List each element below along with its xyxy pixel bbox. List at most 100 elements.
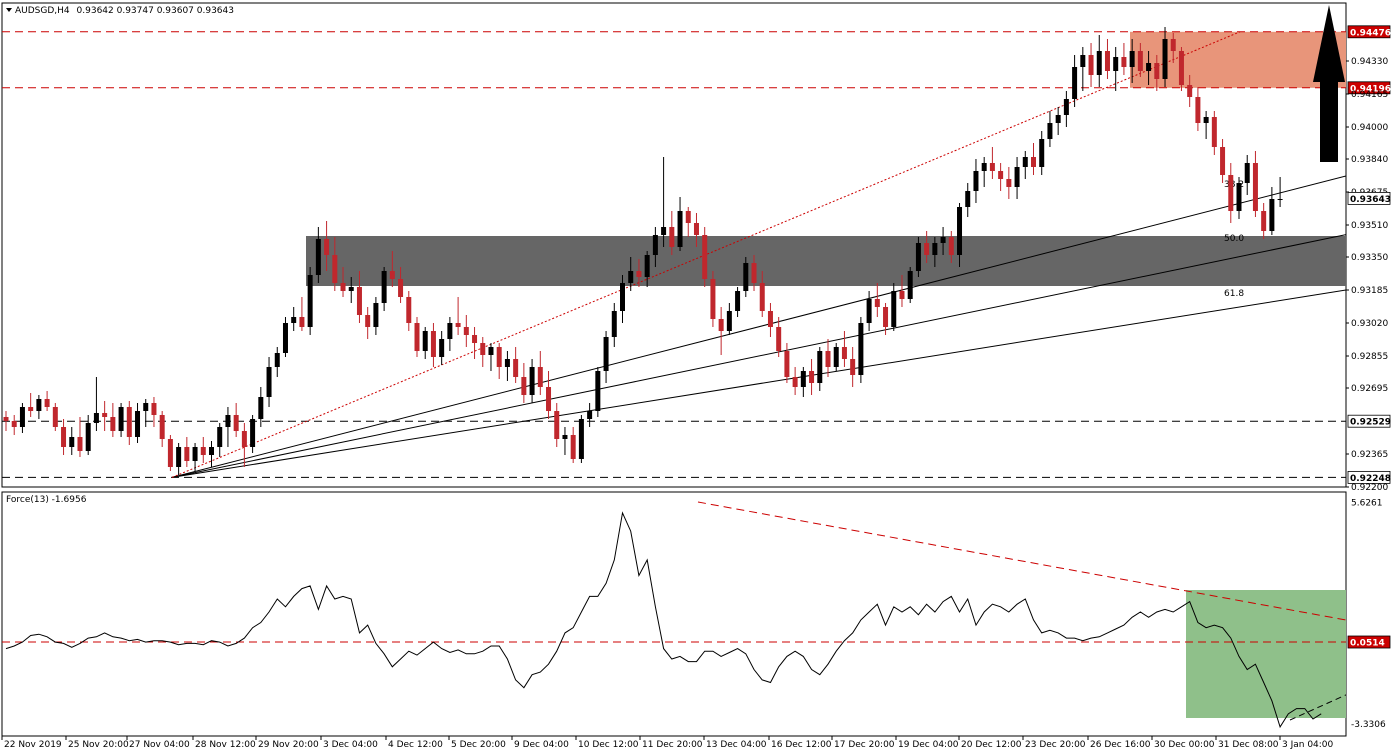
candle-body <box>513 359 519 377</box>
candle <box>3 411 9 431</box>
candle <box>1146 51 1152 85</box>
level-label-3: 0.92248 <box>1350 474 1391 484</box>
candle-body <box>1252 163 1258 211</box>
candle <box>1104 39 1110 79</box>
x-tick-label-6: 4 Dec 12:00 <box>388 740 443 750</box>
candle <box>430 323 436 367</box>
candle <box>833 343 839 371</box>
candle-body <box>1178 51 1184 85</box>
candle-body <box>184 447 190 461</box>
y-tick-label-8: 0.93020 <box>1351 319 1388 329</box>
x-tick-label-0: 22 Nov 2019 <box>4 740 62 750</box>
candle <box>611 303 617 347</box>
candle-body <box>143 403 149 411</box>
candle <box>743 257 749 297</box>
candle <box>1031 143 1036 175</box>
candle-body <box>118 407 124 431</box>
x-tick-label-18: 30 Dec 00:00 <box>1154 740 1215 750</box>
candle <box>299 297 305 331</box>
candle-body <box>858 323 864 375</box>
candle-body <box>291 317 297 323</box>
candle <box>767 303 773 337</box>
candle-body <box>554 411 560 439</box>
candle <box>463 315 469 347</box>
candle <box>932 237 938 267</box>
candle-body <box>587 411 593 419</box>
candle-body <box>792 377 798 387</box>
candle <box>603 331 609 383</box>
candle-body <box>1063 99 1069 115</box>
candle-body <box>800 371 806 387</box>
candle-body <box>595 371 601 411</box>
y-tick-label-5: 0.93510 <box>1351 221 1388 231</box>
candle <box>1162 27 1168 87</box>
candle-body <box>504 359 510 367</box>
x-tick-label-19: 31 Dec 08:00 <box>1218 740 1279 750</box>
candle-body <box>1088 55 1094 75</box>
candle <box>693 213 699 247</box>
candle <box>151 397 157 427</box>
candle <box>200 437 206 463</box>
candle <box>1252 151 1258 217</box>
x-tick-label-9: 10 Dec 12:00 <box>578 740 639 750</box>
force-level-label: 0.0514 <box>1350 639 1385 649</box>
candle-body <box>718 319 724 331</box>
candle <box>225 407 231 447</box>
candle <box>726 303 732 335</box>
candle-body <box>324 239 330 255</box>
candle <box>784 343 790 383</box>
candle <box>883 303 889 335</box>
candle <box>899 275 905 307</box>
candle <box>521 363 527 403</box>
candle-body <box>1022 157 1028 167</box>
candle-body <box>907 271 913 299</box>
candle-body <box>282 323 288 353</box>
candle <box>1277 177 1283 207</box>
candle-body <box>537 367 543 387</box>
candle-body <box>883 307 889 327</box>
candle-body <box>702 235 708 279</box>
candle-body <box>620 283 625 311</box>
candle <box>891 283 897 331</box>
candle-body <box>1006 179 1012 187</box>
force-y-tick-0: 5.6261 <box>1351 499 1383 509</box>
candle-body <box>19 407 25 427</box>
candle-body <box>36 399 42 411</box>
candle-body <box>389 271 395 279</box>
x-tick-label-11: 13 Dec 04:00 <box>706 740 767 750</box>
candle <box>488 343 494 371</box>
candle <box>907 267 913 303</box>
candle <box>1203 111 1209 139</box>
menu-triangle-icon[interactable] <box>6 8 12 12</box>
candle <box>324 221 330 271</box>
candle <box>217 423 223 457</box>
svg-text:AUDSGD,H4 0.93642 0.93747: AUDSGD,H4 0.93642 0.93747 0.93607 0.9364… <box>15 6 234 16</box>
candle <box>1236 177 1242 219</box>
candle <box>126 401 132 445</box>
candle-body <box>784 351 790 377</box>
indicator-title: Force(13) -1.6956 <box>6 495 87 505</box>
y-tick-label-0: 0.94330 <box>1351 57 1388 67</box>
candle <box>636 259 642 287</box>
candle-body <box>825 351 831 367</box>
candle <box>1096 35 1102 87</box>
candle <box>61 419 67 455</box>
candle <box>19 403 25 433</box>
candle-body <box>463 327 469 335</box>
candle-body <box>767 311 773 327</box>
y-tick-label-6: 0.93350 <box>1351 253 1388 263</box>
candle-body <box>480 343 486 355</box>
up-arrow-head <box>1313 5 1345 82</box>
candle-body <box>1080 55 1086 67</box>
candle-body <box>940 237 946 243</box>
candle <box>414 317 420 357</box>
candle-body <box>1146 63 1152 71</box>
candle-body <box>850 359 856 375</box>
candle-body <box>874 299 880 307</box>
candle <box>192 443 198 471</box>
candle-body <box>496 347 502 367</box>
candle <box>537 351 543 395</box>
x-tick-label-4: 29 Nov 20:00 <box>258 740 319 750</box>
candle <box>176 443 182 475</box>
